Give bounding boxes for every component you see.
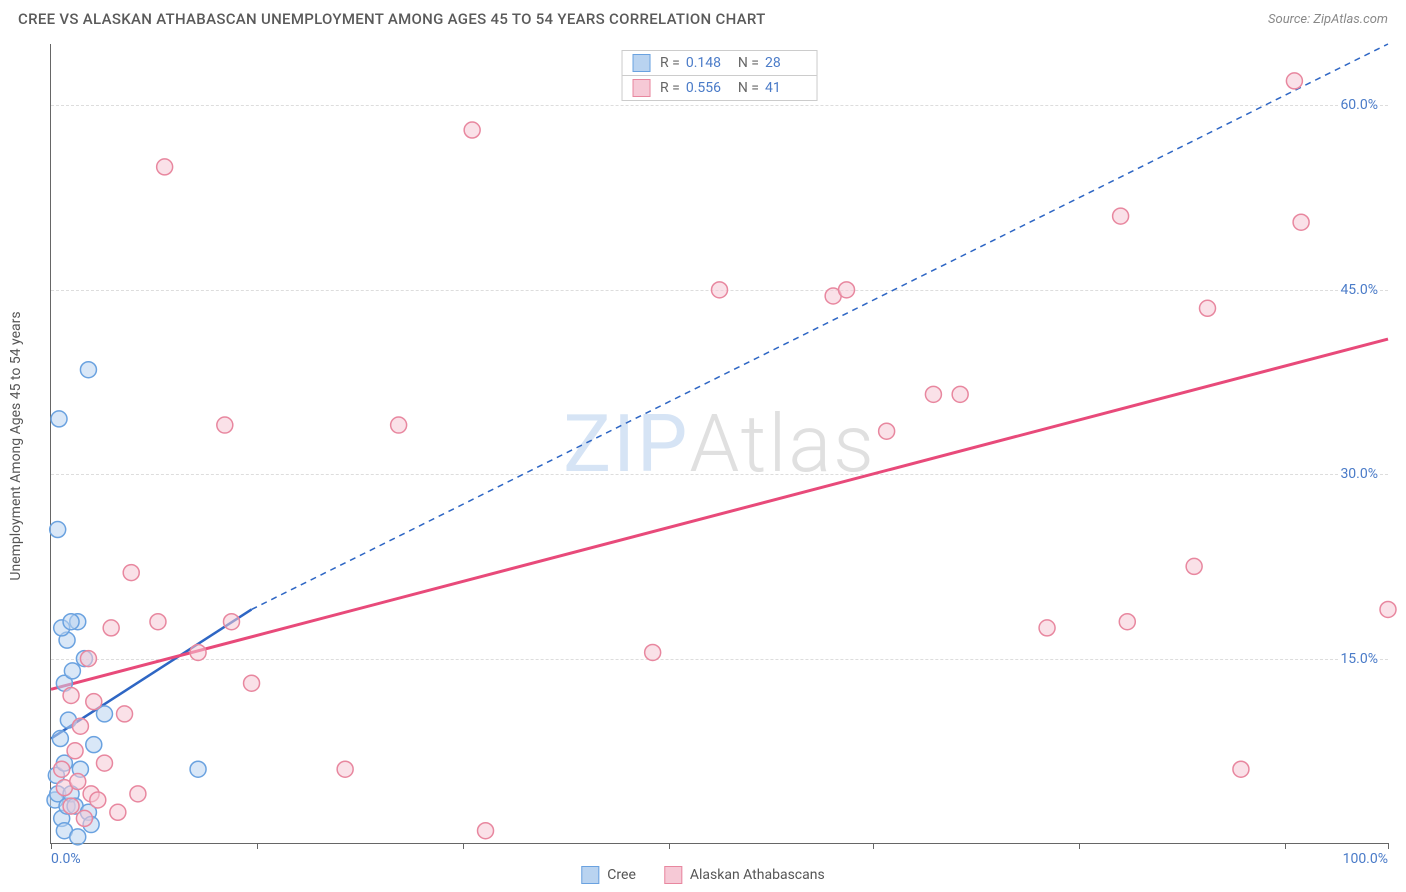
- data-point: [80, 362, 96, 378]
- data-point: [86, 737, 102, 753]
- chart-header: CREE VS ALASKAN ATHABASCAN UNEMPLOYMENT …: [0, 0, 1406, 34]
- data-point: [96, 755, 112, 771]
- regression-line-extrapolated: [252, 44, 1388, 609]
- data-point: [51, 411, 67, 427]
- stats-row-athabascan: R = 0.556 N = 41: [622, 76, 817, 100]
- data-point: [478, 823, 494, 839]
- data-point: [337, 761, 353, 777]
- data-point: [645, 644, 661, 660]
- data-point: [839, 282, 855, 298]
- data-point: [190, 761, 206, 777]
- chart-title: CREE VS ALASKAN ATHABASCAN UNEMPLOYMENT …: [18, 10, 766, 28]
- legend-label-cree: Cree: [607, 867, 636, 883]
- n-value-cree: 28: [765, 55, 807, 71]
- r-label: R =: [660, 80, 680, 96]
- data-point: [1286, 73, 1302, 89]
- data-point: [130, 786, 146, 802]
- data-point: [90, 792, 106, 808]
- data-point: [80, 651, 96, 667]
- data-point: [1039, 620, 1055, 636]
- data-point: [157, 159, 173, 175]
- data-point: [244, 675, 260, 691]
- data-point: [63, 687, 79, 703]
- data-point: [712, 282, 728, 298]
- data-point: [464, 122, 480, 138]
- data-point: [110, 804, 126, 820]
- data-point: [217, 417, 233, 433]
- data-point: [50, 522, 66, 538]
- data-point: [879, 423, 895, 439]
- r-value-athabascan: 0.556: [686, 80, 728, 96]
- data-point: [223, 614, 239, 630]
- svg-plot-layer: [51, 44, 1388, 843]
- data-point: [1119, 614, 1135, 630]
- data-point: [1113, 208, 1129, 224]
- data-point: [391, 417, 407, 433]
- n-label: N =: [738, 55, 759, 71]
- chart-container: ZIPAtlas 15.0%30.0%45.0%60.0% R = 0.148 …: [50, 44, 1388, 844]
- data-point: [63, 614, 79, 630]
- legend-label-athabascan: Alaskan Athabascans: [690, 867, 825, 883]
- r-label: R =: [660, 55, 680, 71]
- legend-item-athabascan: Alaskan Athabascans: [664, 866, 825, 884]
- data-point: [1200, 300, 1216, 316]
- legend-swatch-cree: [581, 866, 599, 884]
- data-point: [150, 614, 166, 630]
- data-point: [70, 774, 86, 790]
- x-tick-label: 0.0%: [51, 851, 81, 867]
- swatch-athabascan: [632, 79, 650, 97]
- n-value-athabascan: 41: [765, 80, 807, 96]
- regression-line: [51, 339, 1388, 689]
- data-point: [952, 386, 968, 402]
- correlation-stats-box: R = 0.148 N = 28 R = 0.556 N = 41: [621, 50, 818, 101]
- data-point: [76, 810, 92, 826]
- data-point: [123, 565, 139, 581]
- x-tick-label: 100.0%: [1343, 851, 1388, 867]
- data-point: [1380, 601, 1396, 617]
- data-point: [1186, 558, 1202, 574]
- data-point: [72, 718, 88, 734]
- legend-swatch-athabascan: [664, 866, 682, 884]
- data-point: [925, 386, 941, 402]
- data-point: [52, 731, 68, 747]
- data-point: [67, 743, 83, 759]
- swatch-cree: [632, 54, 650, 72]
- data-point: [63, 798, 79, 814]
- bottom-legend: Cree Alaskan Athabascans: [581, 866, 824, 884]
- data-point: [70, 829, 86, 845]
- data-point: [86, 694, 102, 710]
- y-axis-label: Unemployment Among Ages 45 to 54 years: [8, 311, 24, 580]
- source-attribution: Source: ZipAtlas.com: [1268, 12, 1388, 27]
- plot-area: ZIPAtlas 15.0%30.0%45.0%60.0% R = 0.148 …: [50, 44, 1388, 844]
- data-point: [103, 620, 119, 636]
- r-value-cree: 0.148: [686, 55, 728, 71]
- data-point: [1233, 761, 1249, 777]
- data-point: [1293, 214, 1309, 230]
- data-point: [190, 644, 206, 660]
- stats-row-cree: R = 0.148 N = 28: [622, 51, 817, 76]
- data-point: [117, 706, 133, 722]
- n-label: N =: [738, 80, 759, 96]
- data-point: [54, 761, 70, 777]
- legend-item-cree: Cree: [581, 866, 636, 884]
- data-point: [64, 663, 80, 679]
